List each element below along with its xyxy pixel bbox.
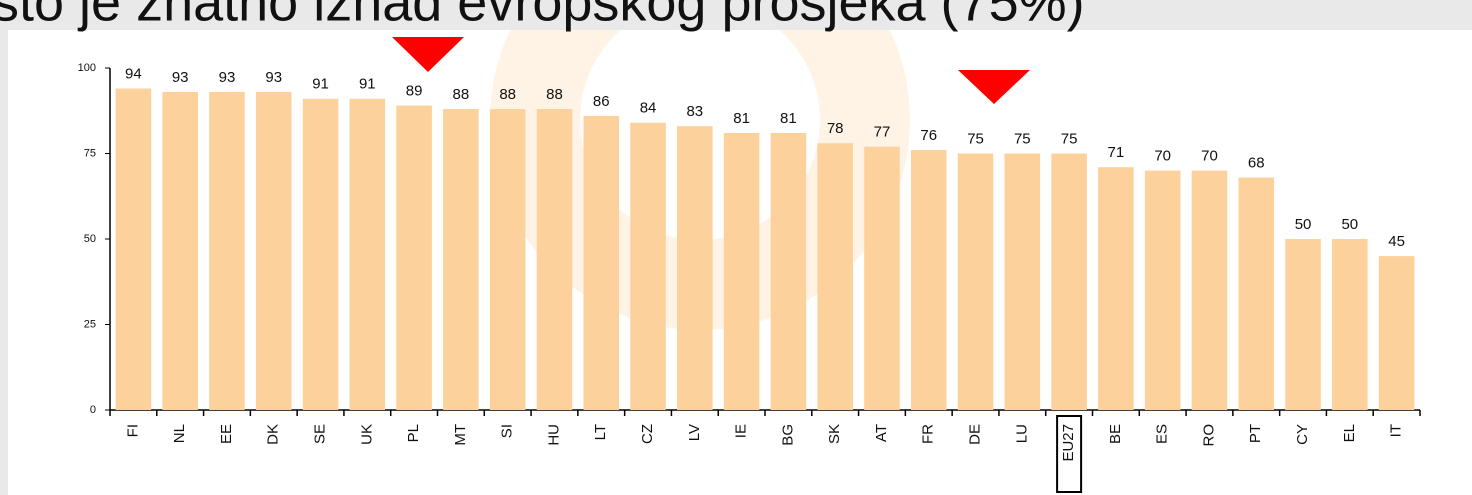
y-tick-label: 50 <box>84 233 96 245</box>
bar <box>911 150 947 410</box>
page: {"title": "što je znatno iznad evropskog… <box>0 0 1472 495</box>
bar <box>1145 171 1181 410</box>
x-tick-label: SE <box>312 424 329 444</box>
value-label: 71 <box>1108 144 1125 161</box>
value-label: 70 <box>1201 148 1218 165</box>
bar <box>1192 171 1228 410</box>
x-tick-label: DE <box>967 424 984 445</box>
bar <box>303 99 339 410</box>
x-tick-label: AT <box>873 424 890 442</box>
bar <box>537 109 573 410</box>
bar <box>1285 239 1321 410</box>
bar <box>1098 167 1134 410</box>
x-tick-label: PL <box>405 424 422 442</box>
x-tick-label: LT <box>592 424 609 440</box>
x-tick-label: ES <box>1154 424 1171 444</box>
x-tick-label: SI <box>499 424 516 438</box>
value-label: 83 <box>686 103 703 120</box>
value-label: 78 <box>827 120 844 137</box>
title: što je znatno iznad evropskog prosjeka (… <box>0 0 1085 32</box>
x-tick-label: EU27 <box>1060 424 1077 462</box>
x-tick-label: EL <box>1341 424 1358 442</box>
value-label: 75 <box>1061 130 1078 147</box>
x-tick-label: IT <box>1388 424 1405 437</box>
y-tick-label: 0 <box>90 404 96 416</box>
x-tick-label: CZ <box>639 424 656 444</box>
y-tick-label: 75 <box>84 147 96 159</box>
bar <box>1332 239 1368 410</box>
x-tick-label: RO <box>1200 424 1217 447</box>
value-label: 50 <box>1341 216 1358 233</box>
value-label: 88 <box>499 86 516 103</box>
bar <box>583 116 619 410</box>
bar <box>958 154 994 411</box>
value-label: 93 <box>172 69 189 86</box>
bar <box>724 133 760 410</box>
x-tick-label: HU <box>545 424 562 446</box>
bar <box>817 143 853 410</box>
bar <box>350 99 386 410</box>
bar <box>1379 256 1415 410</box>
value-label: 50 <box>1295 216 1312 233</box>
y-tick-label: 100 <box>78 62 96 74</box>
value-label: 45 <box>1388 233 1405 250</box>
x-tick-label: UK <box>358 424 375 445</box>
x-tick-label: LV <box>686 424 703 441</box>
value-label: 84 <box>640 100 657 117</box>
value-label: 86 <box>593 93 610 110</box>
value-label: 81 <box>780 110 797 127</box>
x-tick-label: DK <box>265 424 282 445</box>
bar <box>864 147 900 410</box>
value-label: 93 <box>265 69 282 86</box>
value-label: 94 <box>125 65 142 82</box>
value-label: 91 <box>359 76 376 93</box>
bar <box>490 109 526 410</box>
bar <box>1238 177 1274 410</box>
y-tick-label: 25 <box>84 318 96 330</box>
value-label: 88 <box>546 86 563 103</box>
bar <box>677 126 713 410</box>
value-label: 76 <box>920 127 937 144</box>
x-tick-label: BG <box>779 424 796 446</box>
value-label: 68 <box>1248 154 1265 171</box>
value-label: 70 <box>1154 148 1171 165</box>
value-label: 81 <box>733 110 750 127</box>
x-tick-label: CY <box>1294 424 1311 445</box>
x-tick-label: BE <box>1107 424 1124 444</box>
x-tick-label: NL <box>171 424 188 443</box>
x-tick-label: LU <box>1013 424 1030 443</box>
bar <box>162 92 198 410</box>
slide: što je znatno iznad evropskog prosjeka (… <box>0 0 1472 495</box>
value-label: 77 <box>874 124 891 141</box>
value-label: 75 <box>1014 130 1031 147</box>
bar <box>116 89 152 410</box>
bar <box>256 92 292 410</box>
value-label: 91 <box>312 76 329 93</box>
bar <box>630 123 666 410</box>
x-tick-label: FR <box>920 424 937 444</box>
x-tick-label: SK <box>826 424 843 444</box>
value-label: 93 <box>219 69 236 86</box>
bar <box>771 133 807 410</box>
bar <box>443 109 479 410</box>
value-label: 89 <box>406 83 423 100</box>
x-tick-label: FI <box>124 424 141 437</box>
x-tick-label: EE <box>218 424 235 444</box>
x-tick-label: MT <box>452 424 469 446</box>
bar <box>1005 154 1041 411</box>
value-label: 75 <box>967 130 984 147</box>
x-tick-label: PT <box>1247 424 1264 443</box>
bar <box>396 106 432 410</box>
x-tick-label: IE <box>733 424 750 438</box>
bar <box>1051 154 1087 411</box>
bar <box>209 92 245 410</box>
value-label: 88 <box>453 86 470 103</box>
